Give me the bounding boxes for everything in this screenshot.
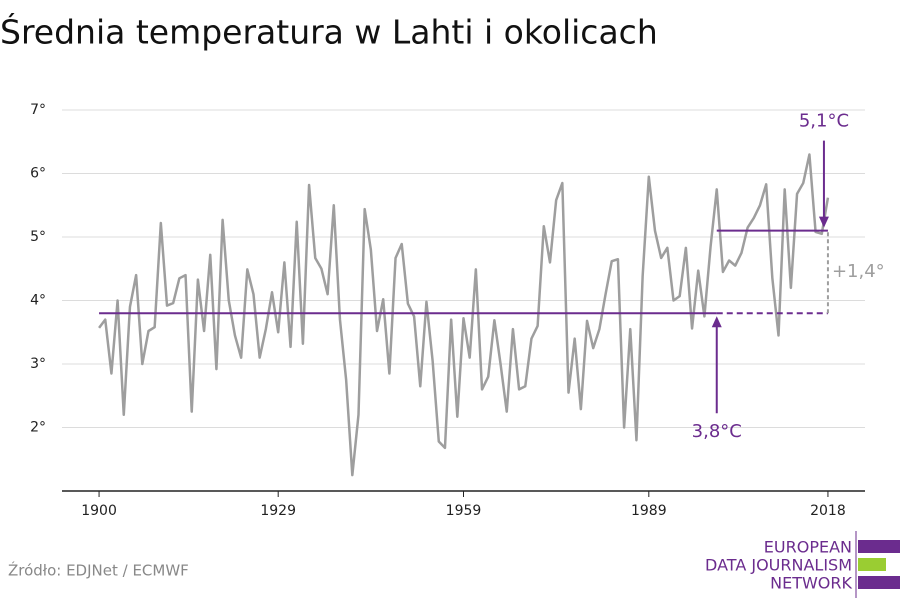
logo-bar <box>858 558 886 571</box>
line-series <box>98 153 830 477</box>
y-tick-label: 3° <box>30 356 46 372</box>
y-tick-label: 5° <box>30 229 46 245</box>
x-tick-label: 1900 <box>81 503 117 519</box>
y-tick-label: 7° <box>30 102 46 118</box>
y-tick-label: 6° <box>30 166 46 182</box>
x-tick-label: 2018 <box>810 503 846 519</box>
y-tick-label: 2° <box>30 420 46 436</box>
annotation: 3,8°C <box>692 421 742 442</box>
arrow-head <box>711 316 722 328</box>
logo-bar <box>858 576 900 589</box>
x-tick-label: 1929 <box>260 503 296 519</box>
logo-bar <box>858 540 900 553</box>
logo-text: EUROPEAN <box>764 538 852 557</box>
y-tick-label: 4° <box>30 293 46 309</box>
x-tick-label: 1959 <box>446 503 482 519</box>
chart-title: Średnia temperatura w Lahti i okolicach <box>0 12 658 52</box>
logo: EUROPEAN DATA JOURNALISM NETWORK <box>705 531 900 598</box>
difference-label: +1,4° <box>832 261 885 282</box>
x-tick-label: 1989 <box>631 503 667 519</box>
arrow-head <box>818 216 829 228</box>
logo-text: DATA JOURNALISM <box>705 556 852 575</box>
logo-text: NETWORK <box>770 574 852 593</box>
annotation: 5,1°C <box>799 111 849 132</box>
source: Źródło: EDJNet / ECMWF <box>8 561 189 580</box>
